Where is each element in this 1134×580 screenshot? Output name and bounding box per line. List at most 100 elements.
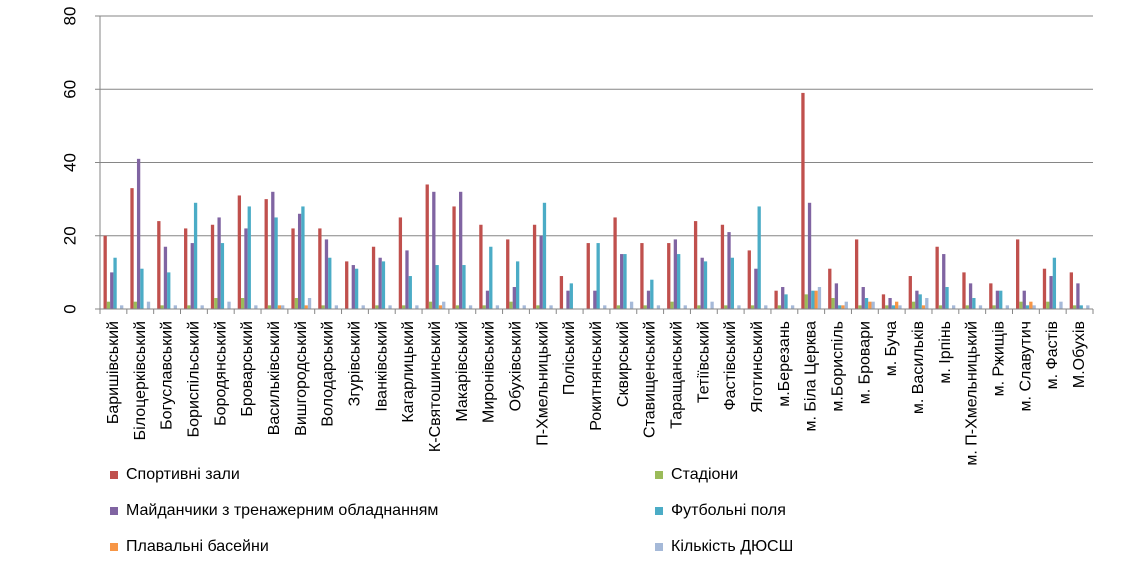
category-label: м.Бориспіль — [830, 321, 847, 412]
category-label: Богуславський — [159, 321, 176, 430]
bar-1-4 — [214, 298, 218, 309]
bar-2-20 — [646, 290, 651, 309]
bar-1-36 — [1072, 305, 1077, 309]
bar-1-21 — [670, 301, 674, 309]
bar-2-13 — [459, 191, 463, 309]
bar-2-10 — [378, 257, 382, 309]
bar-2-27 — [834, 283, 839, 309]
bar-1-34 — [1019, 301, 1023, 309]
bar-5-27 — [844, 301, 848, 309]
category-label: Броварський — [239, 321, 256, 417]
bar-3-3 — [193, 202, 198, 309]
bar-1-31 — [938, 305, 943, 309]
bar-5-26 — [817, 287, 822, 309]
bar-3-17 — [569, 283, 573, 309]
bar-1-15 — [509, 301, 513, 309]
bar-4-29 — [895, 301, 899, 309]
bar-3-33 — [999, 290, 1003, 309]
category-label: Сквирський — [615, 321, 632, 407]
bar-3-27 — [838, 305, 842, 309]
bar-1-2 — [160, 305, 164, 309]
bar-5-4 — [227, 301, 231, 309]
bar-1-19 — [616, 305, 621, 309]
category-label: Ставищенський — [642, 321, 659, 438]
bar-0-33 — [989, 283, 993, 309]
bar-1-32 — [965, 305, 969, 309]
bar-5-11 — [415, 305, 419, 309]
bar-5-32 — [978, 305, 983, 309]
bar-5-23 — [737, 305, 741, 309]
bar-5-6 — [281, 305, 285, 309]
category-label: Миронівський — [481, 321, 498, 423]
bar-5-19 — [629, 301, 634, 309]
bar-5-5 — [254, 305, 258, 309]
bar-0-34 — [1016, 239, 1020, 309]
bar-0-8 — [318, 228, 322, 309]
bar-3-21 — [677, 254, 681, 309]
bar-3-20 — [650, 279, 654, 309]
bar-2-29 — [888, 298, 892, 309]
bar-0-26 — [801, 92, 805, 309]
bar-2-35 — [1049, 276, 1053, 309]
bar-3-4 — [220, 243, 225, 309]
bar-5-3 — [200, 305, 204, 309]
bar-1-12 — [428, 301, 433, 309]
bar-1-29 — [885, 305, 889, 309]
bar-2-24 — [754, 268, 758, 309]
category-label: Згурівський — [346, 321, 363, 406]
bar-3-6 — [274, 217, 278, 309]
bar-1-1 — [133, 301, 137, 309]
y-tick-label: 0 — [61, 304, 80, 313]
category-label: Бориспільський — [185, 321, 202, 437]
bar-1-14 — [482, 305, 486, 309]
bar-4-7 — [304, 305, 308, 309]
bar-0-29 — [881, 294, 886, 309]
bar-0-12 — [425, 184, 429, 309]
category-label: П-Хмельницький — [534, 321, 551, 446]
y-tick-label: 20 — [61, 226, 80, 245]
bar-5-18 — [603, 305, 607, 309]
bar-0-19 — [613, 217, 617, 309]
bar-0-23 — [720, 224, 725, 309]
bar-5-14 — [495, 305, 500, 309]
bar-5-12 — [442, 301, 446, 309]
bar-3-8 — [328, 257, 332, 309]
bar-3-24 — [757, 206, 761, 309]
bar-1-3 — [187, 305, 191, 309]
category-label: Рокитнянський — [588, 321, 605, 431]
bar-0-31 — [935, 246, 939, 309]
y-tick-label: 80 — [61, 7, 80, 26]
bar-2-32 — [968, 283, 973, 309]
bar-1-25 — [777, 305, 782, 309]
bar-1-8 — [321, 305, 325, 309]
bar-3-30 — [918, 294, 922, 309]
bar-0-9 — [345, 261, 349, 309]
bar-4-26 — [814, 290, 818, 309]
bar-2-22 — [700, 257, 704, 309]
category-label: Макарівський — [454, 321, 471, 422]
bar-5-16 — [549, 305, 553, 309]
bar-2-4 — [217, 217, 221, 309]
bar-1-27 — [831, 298, 835, 309]
bar-0-0 — [103, 235, 107, 309]
bar-1-0 — [106, 301, 111, 309]
bar-2-33 — [995, 290, 1000, 309]
bar-1-30 — [911, 301, 916, 309]
bar-3-19 — [623, 254, 627, 309]
bar-3-15 — [515, 261, 520, 309]
bar-2-17 — [566, 290, 570, 309]
bar-3-31 — [945, 287, 949, 309]
bar-5-20 — [656, 305, 661, 309]
category-label: м. Ржищів — [991, 321, 1008, 396]
bar-3-0 — [113, 257, 117, 309]
axes — [99, 16, 1094, 314]
category-label: Васильківський — [266, 321, 283, 435]
bar-2-2 — [163, 246, 168, 309]
bar-3-26 — [811, 290, 815, 309]
bar-0-15 — [506, 239, 510, 309]
category-label: Володарський — [320, 321, 337, 427]
bar-3-36 — [1079, 305, 1083, 309]
bar-3-7 — [301, 206, 305, 309]
bar-4-6 — [277, 305, 282, 309]
bar-2-26 — [807, 202, 812, 309]
